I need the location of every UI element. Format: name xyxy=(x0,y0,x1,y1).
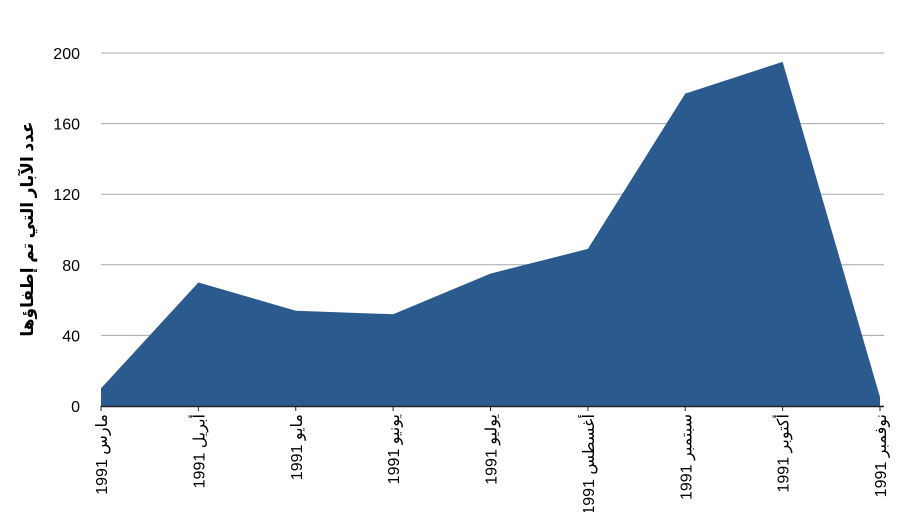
x-tick-label: سبتمبر 1991 xyxy=(678,414,696,500)
y-tick-label: 200 xyxy=(53,46,80,63)
x-tick-label: أبريل 1991 xyxy=(188,414,209,488)
y-tick-label: 40 xyxy=(62,328,80,345)
y-tick-label: 120 xyxy=(53,187,80,204)
x-tick-label: يونيو 1991 xyxy=(386,414,404,484)
x-tick-label: مايو 1991 xyxy=(289,414,307,480)
x-tick-label: يوليو 1991 xyxy=(484,414,502,485)
y-axis-label: عدد الآبار التي تم إطفاؤها xyxy=(17,121,38,336)
y-tick-label: 0 xyxy=(71,399,80,416)
x-tick-label: مارس 1991 xyxy=(94,414,112,495)
y-tick-label: 160 xyxy=(53,117,80,134)
area-series xyxy=(101,62,880,406)
x-tick-label: أكتوبر 1991 xyxy=(773,414,794,492)
x-tick-label: أغسطس 1991 xyxy=(578,414,599,512)
y-tick-label: 80 xyxy=(62,258,80,275)
x-tick-label: نوفمبر 1991 xyxy=(873,414,891,497)
